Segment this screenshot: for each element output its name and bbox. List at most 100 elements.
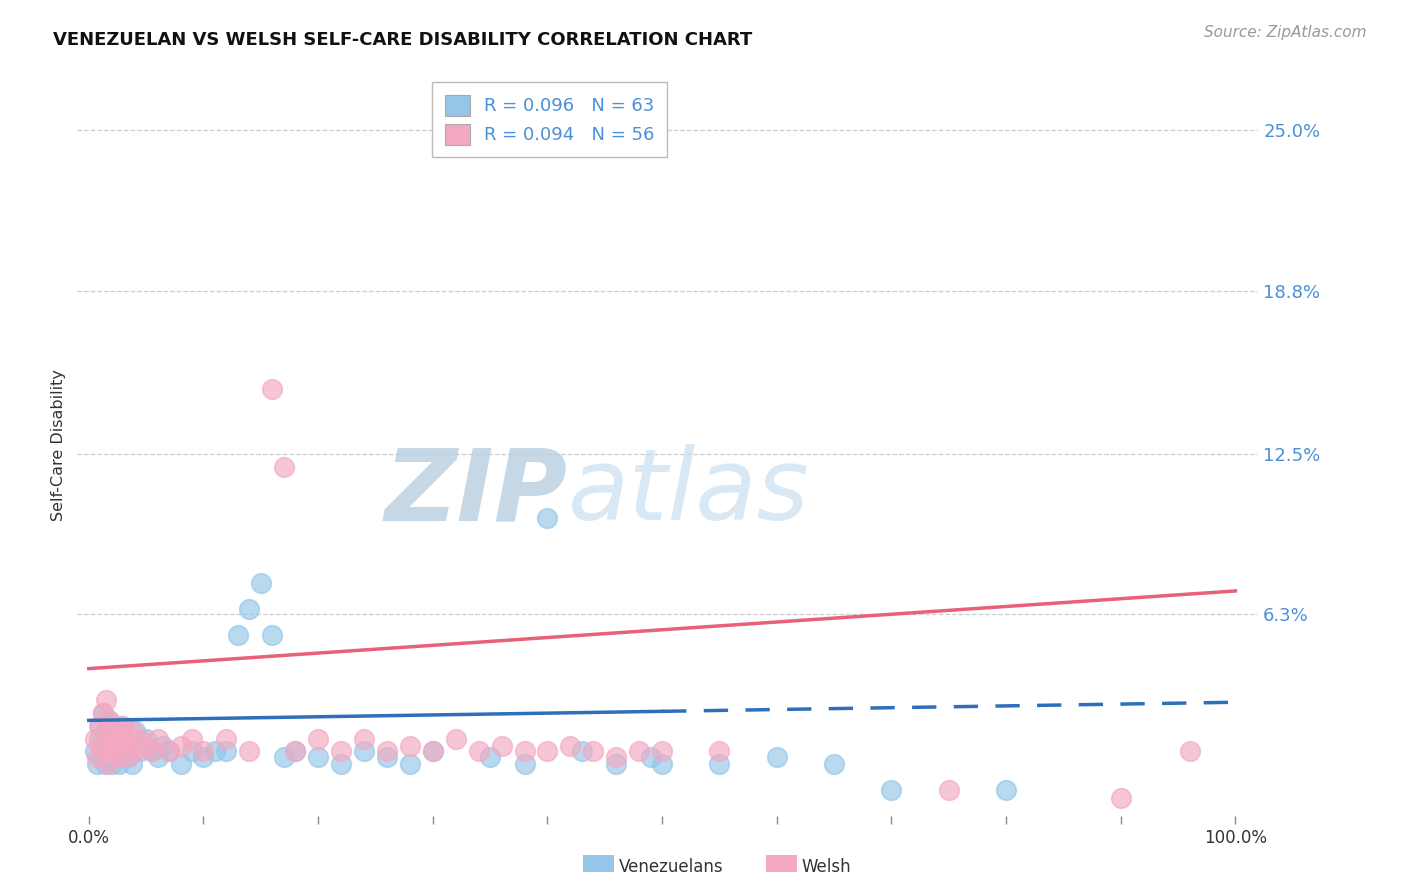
Point xyxy=(284,744,307,758)
Point xyxy=(129,744,152,758)
Legend: R = 0.096   N = 63, R = 0.094   N = 56: R = 0.096 N = 63, R = 0.094 N = 56 xyxy=(432,82,668,157)
Point xyxy=(141,744,163,758)
Point xyxy=(938,783,960,797)
Point xyxy=(193,749,215,764)
Point xyxy=(169,757,191,772)
Text: Source: ZipAtlas.com: Source: ZipAtlas.com xyxy=(1204,25,1367,40)
Point xyxy=(307,749,329,764)
Point xyxy=(880,783,903,797)
Point xyxy=(467,744,489,758)
Point xyxy=(215,744,238,758)
Point xyxy=(107,749,129,764)
Point xyxy=(87,731,110,746)
Point xyxy=(114,744,136,758)
Point xyxy=(107,757,129,772)
Point xyxy=(709,744,731,758)
Point xyxy=(651,744,673,758)
Point xyxy=(89,739,111,754)
Point xyxy=(330,744,353,758)
Point xyxy=(117,749,139,764)
Point xyxy=(112,731,135,746)
Point xyxy=(100,739,122,754)
Text: atlas: atlas xyxy=(568,444,808,541)
Point xyxy=(97,714,120,728)
Point xyxy=(83,744,105,758)
Point xyxy=(823,757,845,772)
Point xyxy=(117,749,139,764)
Point xyxy=(284,744,307,758)
Point xyxy=(422,744,444,758)
Point xyxy=(124,744,146,758)
Point xyxy=(353,731,375,746)
Point xyxy=(94,723,117,738)
Point xyxy=(1178,744,1201,758)
Point xyxy=(121,757,143,772)
Point xyxy=(582,744,605,758)
Point xyxy=(193,744,215,758)
Point xyxy=(765,749,787,764)
Point xyxy=(110,739,132,754)
Point xyxy=(605,749,627,764)
Point xyxy=(135,739,157,754)
Point xyxy=(141,744,163,758)
Point xyxy=(107,731,129,746)
Point xyxy=(651,757,673,772)
Point xyxy=(98,731,121,746)
Point xyxy=(124,723,146,738)
Point xyxy=(181,731,204,746)
Point xyxy=(103,749,125,764)
Text: VENEZUELAN VS WELSH SELF-CARE DISABILITY CORRELATION CHART: VENEZUELAN VS WELSH SELF-CARE DISABILITY… xyxy=(53,31,752,49)
Point xyxy=(375,744,398,758)
Point xyxy=(91,706,114,720)
Point xyxy=(353,744,375,758)
Point xyxy=(104,723,127,738)
Point xyxy=(100,752,122,766)
Point xyxy=(94,757,117,772)
Point xyxy=(114,731,136,746)
Point xyxy=(96,744,118,758)
Point xyxy=(249,576,271,591)
Point xyxy=(105,718,128,732)
Point xyxy=(83,731,105,746)
Point xyxy=(110,718,132,732)
Text: ZIP: ZIP xyxy=(384,444,568,541)
Point xyxy=(444,731,467,746)
Point xyxy=(100,757,122,772)
Point xyxy=(91,706,114,720)
Point xyxy=(479,749,502,764)
Point xyxy=(105,744,128,758)
Point xyxy=(135,731,157,746)
Point xyxy=(273,459,295,474)
Point xyxy=(152,739,174,754)
Point xyxy=(146,731,169,746)
Point xyxy=(103,744,125,758)
Point xyxy=(399,739,422,754)
Point xyxy=(94,692,117,706)
Point xyxy=(121,723,143,738)
Point xyxy=(491,739,513,754)
Point xyxy=(1109,791,1132,805)
Point xyxy=(330,757,353,772)
Point xyxy=(87,718,110,732)
Point xyxy=(628,744,651,758)
Point xyxy=(513,757,536,772)
Point xyxy=(605,757,627,772)
Point xyxy=(93,739,115,754)
Point xyxy=(204,744,226,758)
Point xyxy=(120,739,142,754)
Point xyxy=(96,723,118,738)
Point xyxy=(709,757,731,772)
Point xyxy=(86,749,108,764)
Point xyxy=(107,731,129,746)
Point xyxy=(101,739,124,754)
Point xyxy=(640,749,662,764)
Point xyxy=(215,731,238,746)
Point xyxy=(108,744,131,758)
Point xyxy=(422,744,444,758)
Point xyxy=(273,749,295,764)
Point xyxy=(112,718,135,732)
Point xyxy=(226,628,249,642)
Point xyxy=(995,783,1018,797)
Point xyxy=(146,749,169,764)
Point xyxy=(513,744,536,758)
